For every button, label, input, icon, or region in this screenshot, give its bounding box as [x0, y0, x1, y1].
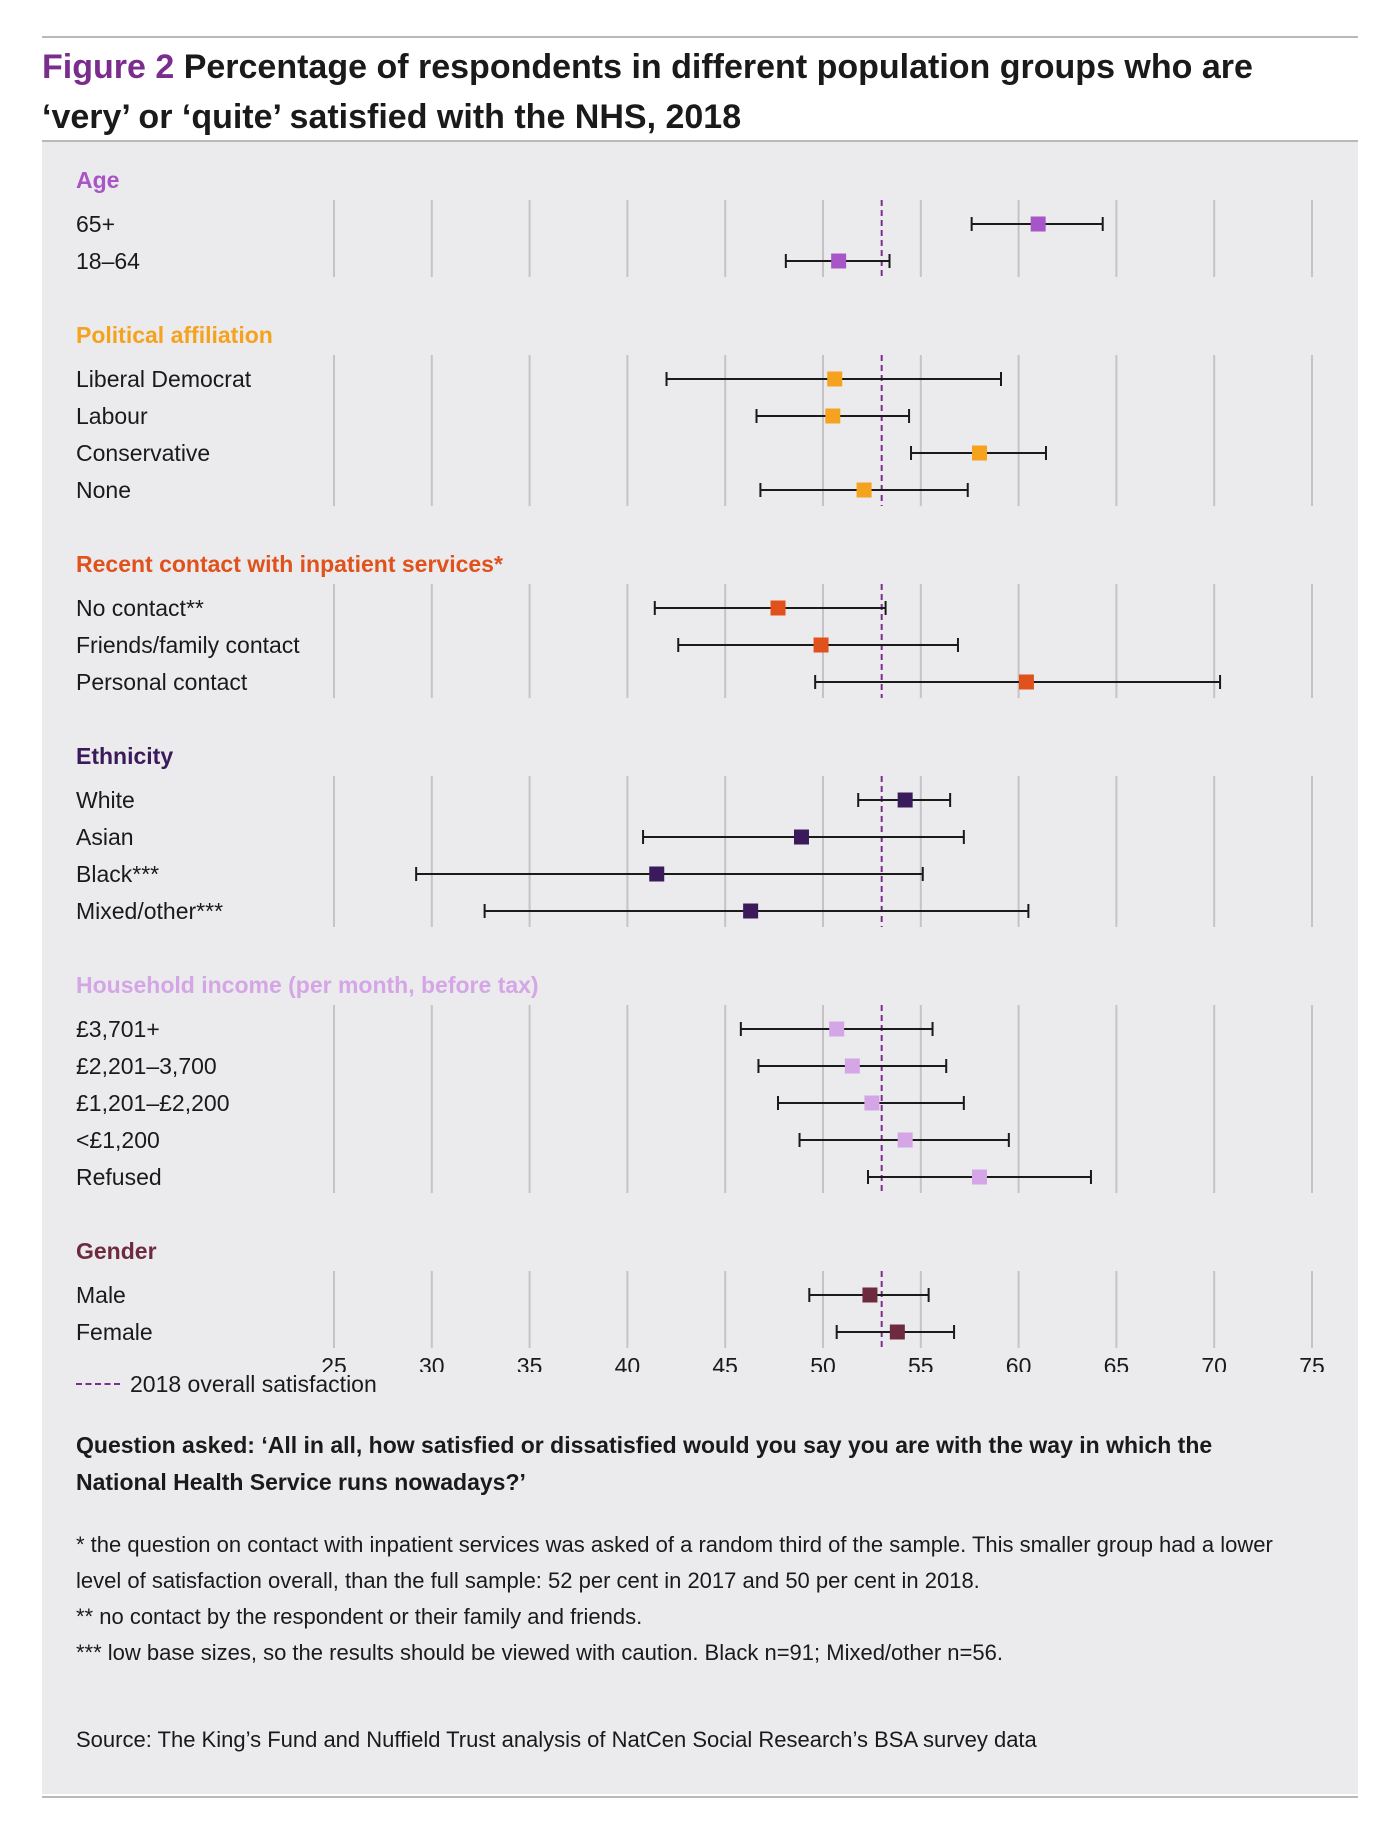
x-tick-label: 45: [712, 1353, 738, 1372]
data-point: [649, 866, 665, 882]
title-rule: [42, 140, 1358, 142]
row-label: Liberal Democrat: [76, 366, 252, 392]
row-label: 65+: [76, 211, 115, 237]
x-tick-label: 70: [1201, 1353, 1227, 1372]
data-point: [897, 1132, 913, 1148]
source-text: Source: The King’s Fund and Nuffield Tru…: [76, 1727, 1037, 1752]
row-label: Asian: [76, 824, 134, 850]
row-label: Labour: [76, 403, 148, 429]
row-label: Conservative: [76, 440, 210, 466]
x-tick-label: 40: [615, 1353, 641, 1372]
data-point: [897, 792, 913, 808]
row-label: Personal contact: [76, 669, 248, 695]
data-point: [770, 600, 786, 616]
row-label: £1,201–£2,200: [76, 1090, 230, 1116]
data-point: [743, 903, 759, 919]
figure-number: Figure 2: [42, 48, 175, 86]
footnote-3: *** low base sizes, so the results shoul…: [76, 1640, 1003, 1665]
group-label: Ethnicity: [76, 743, 173, 769]
data-point: [827, 371, 843, 387]
x-tick-label: 30: [419, 1353, 445, 1372]
group-label: Household income (per month, before tax): [76, 972, 539, 998]
figure-title: Figure 2 Percentage of respondents in di…: [42, 42, 1332, 142]
x-tick-label: 50: [810, 1353, 836, 1372]
data-point: [862, 1287, 878, 1303]
row-label: Male: [76, 1282, 126, 1308]
row-label: No contact**: [76, 595, 204, 621]
group-label: Gender: [76, 1238, 157, 1264]
group-label: Political affiliation: [76, 322, 273, 348]
row-label: White: [76, 787, 135, 813]
data-point: [971, 1169, 987, 1185]
data-point: [793, 829, 809, 845]
row-label: Refused: [76, 1164, 162, 1190]
overall-dash-swatch: [76, 1383, 120, 1385]
data-point: [1018, 674, 1034, 690]
x-tick-label: 55: [908, 1353, 934, 1372]
data-point: [831, 253, 847, 269]
figure-title-text: Percentage of respondents in different p…: [42, 48, 1253, 136]
chart-plot: Age 65+ 18–64 Political affiliation Liberal …: [76, 167, 1325, 1372]
data-point: [844, 1058, 860, 1074]
row-label: Mixed/other***: [76, 898, 223, 924]
row-label: Friends/family contact: [76, 632, 300, 658]
data-point: [856, 482, 872, 498]
chart-panel: Age 65+ 18–64 Political affiliation Liberal …: [42, 142, 1358, 1794]
question-text: Question asked: ‘All in all, how satisfi…: [76, 1432, 1213, 1495]
row-label: £2,201–3,700: [76, 1053, 217, 1079]
legend-label: 2018 overall satisfaction: [130, 1370, 377, 1397]
footnotes: * the question on contact with inpatient…: [76, 1527, 1296, 1671]
row-label: None: [76, 477, 131, 503]
data-point: [971, 445, 987, 461]
row-label: £3,701+: [76, 1016, 160, 1042]
row-label: 18–64: [76, 248, 140, 274]
data-point: [1030, 216, 1046, 232]
x-tick-label: 60: [1006, 1353, 1032, 1372]
x-tick-label: 35: [517, 1353, 543, 1372]
row-label: <£1,200: [76, 1127, 160, 1153]
legend: 2018 overall satisfaction: [76, 1364, 377, 1404]
row-label: Female: [76, 1319, 153, 1345]
data-point: [813, 637, 829, 653]
footnote-2: ** no contact by the respondent or their…: [76, 1604, 643, 1629]
data-point: [889, 1324, 905, 1340]
x-tick-label: 75: [1299, 1353, 1325, 1372]
footnote-1: * the question on contact with inpatient…: [76, 1532, 1273, 1593]
top-rule: [42, 36, 1358, 38]
group-label: Age: [76, 167, 119, 193]
bottom-rule: [42, 1796, 1358, 1798]
x-tick-label: 25: [321, 1353, 347, 1372]
group-label: Recent contact with inpatient services*: [76, 551, 503, 577]
data-point: [864, 1095, 880, 1111]
x-tick-label: 65: [1104, 1353, 1130, 1372]
data-point: [825, 408, 841, 424]
data-point: [829, 1021, 845, 1037]
row-label: Black***: [76, 861, 159, 887]
